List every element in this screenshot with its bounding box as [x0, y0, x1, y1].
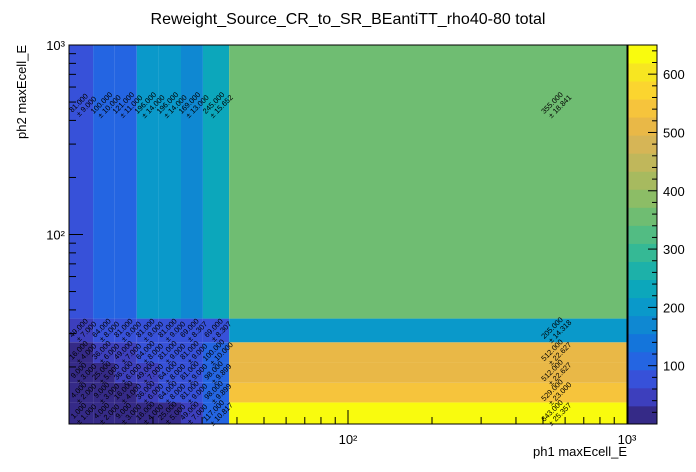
colorbar-segment [628, 369, 657, 389]
colorbar-segment [628, 171, 657, 190]
colorbar-axis: 100 200 300 400 500 600 [648, 50, 685, 413]
heatmap-cell [229, 402, 627, 424]
colorbar-frame [627, 44, 658, 425]
heatmap-cell [136, 382, 159, 403]
colorbar-tick-label: 300 [663, 242, 685, 257]
colorbar-segment [628, 135, 657, 154]
heatmap-cell [180, 342, 203, 363]
heatmap-cell [93, 45, 115, 319]
heatmap-cells [69, 45, 627, 424]
colorbar-segment [628, 99, 657, 118]
colorbar-segment [628, 243, 657, 262]
heatmap-cell [202, 382, 230, 403]
colorbar-segment [628, 387, 657, 407]
heatmap-cell [93, 362, 115, 383]
heatmap-cell [93, 382, 115, 403]
heatmap-cell [180, 318, 203, 343]
x-axis: 10² 10³ [152, 410, 637, 447]
x-tick-label: 10² [339, 432, 358, 447]
y-axis: 10² 10³ [46, 38, 83, 368]
heatmap-cell [158, 45, 181, 319]
heatmap-cell [69, 318, 94, 343]
heatmap-cell [158, 342, 181, 363]
heatmap-cell [114, 362, 137, 383]
heatmap-cell [202, 45, 230, 319]
heatmap-cell [69, 402, 94, 424]
colorbar-segment [628, 207, 657, 226]
x-axis-label: ph1 maxEcell_E [533, 444, 627, 459]
heatmap-cell [69, 382, 94, 403]
heatmap-cell [158, 382, 181, 403]
heatmap-cell [114, 342, 137, 363]
heatmap-cell [93, 402, 115, 424]
heatmap-cell [114, 45, 137, 319]
colorbar [627, 44, 658, 425]
heatmap-cell [69, 342, 94, 363]
heatmap-cell [202, 362, 230, 383]
colorbar-segment [628, 405, 657, 425]
heatmap-cell [229, 318, 627, 343]
heatmap-cell [158, 318, 181, 343]
colorbar-tick-label: 400 [663, 184, 685, 199]
colorbar-segment [628, 351, 657, 371]
heatmap-cell [69, 45, 94, 319]
heatmap-cell [158, 402, 181, 424]
y-tick-label: 10² [46, 228, 65, 243]
colorbar-tick-label: 200 [663, 300, 685, 315]
heatmap-cell [158, 362, 181, 383]
heatmap-cell [114, 318, 137, 343]
heatmap-cell [93, 342, 115, 363]
colorbar-segment [628, 63, 657, 82]
colorbar-segment [628, 153, 657, 172]
heatmap-cell [136, 318, 159, 343]
y-tick-label: 10³ [46, 38, 65, 53]
colorbar-segment [628, 225, 657, 244]
colorbar-segment [628, 45, 657, 64]
heatmap-cell [69, 362, 94, 383]
heatmap-cell [180, 382, 203, 403]
heatmap-cell [136, 342, 159, 363]
colorbar-tick-label: 600 [663, 67, 685, 82]
heatmap-cell [229, 362, 627, 383]
heatmap-cell [114, 382, 137, 403]
colorbar-segment [628, 81, 657, 100]
heatmap-cell [180, 45, 203, 319]
x-tick-label: 10³ [618, 432, 637, 447]
heatmap-cell [202, 402, 230, 424]
colorbar-segment [628, 189, 657, 208]
y-axis-label: ph2 maxEcell_E [14, 45, 29, 139]
heatmap-cell [93, 318, 115, 343]
chart-title: Reweight_Source_CR_to_SR_BEantiTT_rho40-… [151, 11, 546, 28]
heatmap-cell [229, 382, 627, 403]
colorbar-segment [628, 297, 657, 317]
heatmap-cell [202, 342, 230, 363]
colorbar-segment [628, 315, 657, 335]
colorbar-tick-label: 100 [663, 359, 685, 374]
heatmap-cell [136, 362, 159, 383]
colorbar-segment [628, 279, 657, 299]
heatmap-cell [136, 45, 159, 319]
colorbar-segment [628, 117, 657, 136]
heatmap-cell [229, 342, 627, 363]
colorbar-segment [628, 333, 657, 353]
heatmap-cell [229, 45, 627, 319]
heatmap-cell [180, 402, 203, 424]
heatmap-cell [114, 402, 137, 424]
colorbar-tick-label: 500 [663, 125, 685, 140]
colorbar-segment [628, 261, 657, 281]
heatmap-cell [180, 362, 203, 383]
heatmap-cell [202, 318, 230, 343]
